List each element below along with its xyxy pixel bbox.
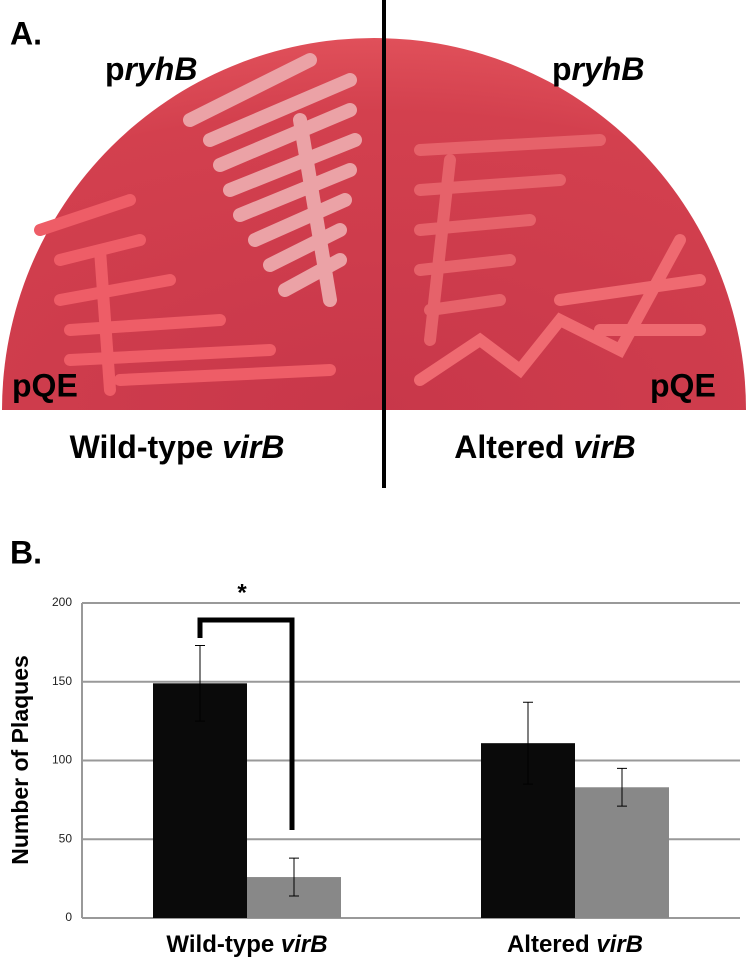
y-tick-label: 200: [52, 595, 72, 609]
streak: [414, 134, 606, 346]
y-tick-label: 150: [52, 674, 72, 688]
significance-mark: *: [237, 579, 247, 606]
error-bar: [523, 701, 533, 785]
error-bar: [289, 857, 299, 897]
streak: [414, 234, 706, 386]
plasmid-label: pryhB: [552, 51, 644, 87]
x-tick-label: Wild-type virB: [166, 931, 327, 958]
y-tick-label: 0: [65, 910, 72, 924]
streak: [34, 194, 336, 396]
bar: [153, 683, 247, 918]
strain-caption: Wild-type virB: [70, 429, 285, 465]
panel-label: A.: [10, 15, 42, 51]
plasmid-label: pQE: [650, 367, 716, 403]
error-bar: [617, 767, 627, 807]
plasmid-label: pryhB: [105, 51, 197, 87]
plasmid-label: pQE: [12, 367, 78, 403]
plot: 0 50 100 150 200 Wild-type virB Altered virB: [52, 595, 740, 958]
y-tick-label: 100: [52, 753, 72, 767]
panel-label: B.: [10, 534, 42, 570]
plate-photo: A. pryhB pryhB pQE pQE Wild-type virB Al…: [2, 0, 746, 488]
y-axis-label: Number of Plaques: [7, 655, 33, 865]
error-bar: [195, 645, 205, 722]
strain-caption: Altered virB: [454, 429, 635, 465]
streak: [183, 53, 362, 307]
significance-bracket: [197, 617, 295, 830]
y-tick-label: 50: [59, 831, 73, 845]
bar: [575, 787, 669, 918]
x-tick-label: Altered virB: [507, 931, 643, 958]
